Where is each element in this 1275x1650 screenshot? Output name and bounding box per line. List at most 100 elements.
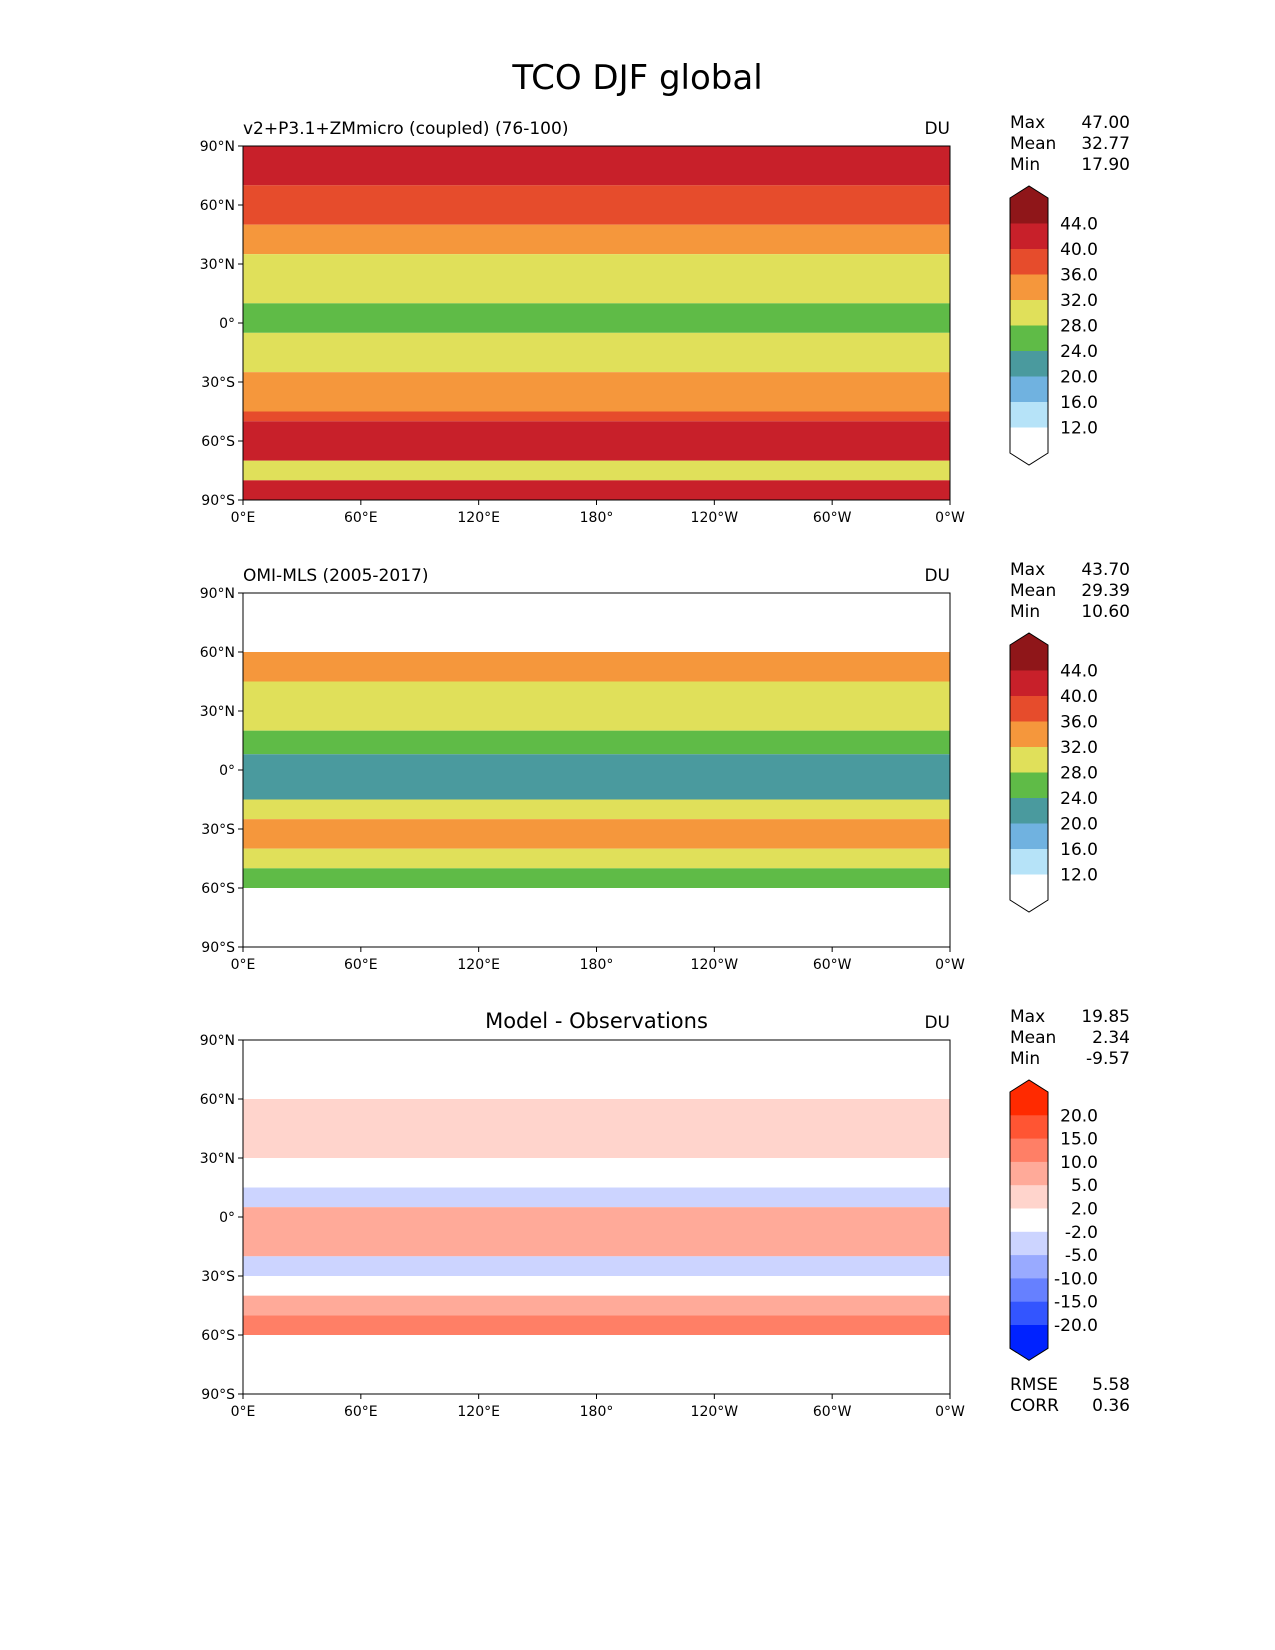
colorbar-label: 40.0	[1060, 240, 1098, 260]
x-tick-label: 0°E	[231, 510, 256, 526]
colorbar-segment	[1010, 696, 1048, 722]
colorbar-segment	[1010, 1161, 1048, 1186]
units-label: DU	[924, 119, 950, 139]
colorbar-extend-bottom	[1010, 900, 1048, 912]
colorbar-extend-bottom	[1010, 1348, 1048, 1361]
stat-value: 0.36	[1092, 1396, 1130, 1416]
colorbar-extend-bottom	[1010, 453, 1048, 465]
stat-label: Mean	[1010, 134, 1056, 154]
colorbar-segment	[1010, 1115, 1048, 1140]
x-tick-label: 60°W	[813, 957, 852, 973]
colorbar-segment	[1010, 874, 1048, 901]
stat-label: Mean	[1010, 581, 1056, 601]
y-tick-label: 60°S	[201, 434, 235, 450]
stat-value: 5.58	[1092, 1375, 1130, 1395]
y-tick-label: 60°S	[201, 1328, 235, 1344]
contour-band	[243, 1295, 950, 1316]
colorbar-extend-top	[1010, 1080, 1048, 1092]
stat-label: Min	[1010, 155, 1040, 175]
panel-title: Model - Observations	[485, 1009, 708, 1033]
y-tick-label: 30°N	[200, 257, 235, 273]
stat-label: RMSE	[1010, 1375, 1058, 1395]
stat-label: Max	[1010, 1007, 1045, 1027]
colorbar-segment	[1010, 325, 1048, 352]
y-tick-label: 30°N	[200, 1151, 235, 1167]
stat-label: Min	[1010, 1049, 1040, 1069]
y-tick-label: 90°S	[201, 1387, 235, 1403]
contour-band	[243, 480, 950, 500]
colorbar-label: 24.0	[1060, 789, 1098, 809]
colorbar-label: 24.0	[1060, 342, 1098, 362]
panel-title: OMI-MLS (2005-2017)	[243, 566, 428, 586]
colorbar-segment	[1010, 427, 1048, 454]
stat-label: Max	[1010, 113, 1045, 133]
colorbar-segment	[1010, 376, 1048, 403]
x-tick-label: 180°	[580, 957, 614, 973]
colorbar-label: -15.0	[1054, 1293, 1098, 1313]
colorbar: 44.0 40.0 36.0 32.0 28.0 24.0 20.0 16.0 12.0	[1009, 185, 1098, 466]
colorbar-label: -10.0	[1054, 1269, 1098, 1289]
colorbar-label: 12.0	[1060, 866, 1098, 886]
colorbar-segment	[1010, 351, 1048, 377]
colorbar-segment	[1010, 198, 1048, 224]
stat-label: Max	[1010, 560, 1045, 580]
colorbar-label: 36.0	[1060, 713, 1098, 733]
contour-band	[243, 681, 950, 731]
y-tick-label: 30°N	[200, 704, 235, 720]
contour-band	[243, 1158, 950, 1188]
contour-band	[243, 421, 950, 461]
x-tick-label: 120°E	[457, 1404, 500, 1420]
colorbar-label: 36.0	[1060, 266, 1098, 286]
colorbar-segment	[1010, 1185, 1048, 1209]
contour-band	[243, 332, 950, 373]
colorbar-label: 12.0	[1060, 419, 1098, 439]
x-tick-label: 120°W	[691, 957, 739, 973]
x-tick-label: 60°E	[344, 1404, 378, 1420]
colorbar-segment	[1010, 1208, 1048, 1233]
units-label: DU	[924, 566, 950, 586]
y-tick-label: 90°S	[201, 940, 235, 956]
colorbar-label: -20.0	[1054, 1316, 1098, 1336]
colorbar-label: 28.0	[1060, 317, 1098, 337]
y-tick-label: 60°N	[200, 645, 235, 661]
y-tick-label: 60°N	[200, 1092, 235, 1108]
contour-band	[243, 1207, 950, 1257]
x-tick-label: 180°	[580, 510, 614, 526]
colorbar-segment	[1010, 645, 1048, 671]
colorbar-extend-top	[1010, 633, 1048, 645]
y-tick-label: 90°N	[200, 139, 235, 155]
contour-band	[243, 1335, 950, 1394]
y-tick-label: 90°S	[201, 493, 235, 509]
contour-band	[243, 730, 950, 755]
y-tick-label: 30°S	[201, 375, 235, 391]
x-tick-label: 0°W	[935, 957, 965, 973]
colorbar-outline	[1009, 185, 1049, 466]
colorbar-label: 16.0	[1060, 393, 1098, 413]
x-tick-label: 0°E	[231, 1404, 256, 1420]
contour-band	[243, 1040, 950, 1099]
colorbar-segment	[1010, 1301, 1048, 1326]
x-tick-label: 120°W	[691, 510, 739, 526]
x-tick-label: 60°E	[344, 510, 378, 526]
colorbar-segment	[1010, 772, 1048, 799]
y-tick-label: 0°	[219, 1210, 235, 1226]
stat-value: 43.70	[1081, 560, 1130, 580]
stat-label: Min	[1010, 602, 1040, 622]
contour-band	[243, 185, 950, 225]
colorbar-segment	[1010, 1092, 1048, 1116]
contour-band	[243, 372, 950, 412]
contour-band	[243, 1315, 950, 1335]
map-panel-1: 90°N 60°N 30°N 0° 30°S 60°S 90°S0°E 60°E 120°E 18…	[200, 113, 1130, 526]
x-tick-label: 60°W	[813, 1404, 852, 1420]
colorbar-label: 44.0	[1060, 662, 1098, 682]
colorbar-segment	[1010, 670, 1048, 697]
colorbar-segment	[1010, 849, 1048, 875]
contour-band	[243, 1099, 950, 1158]
x-tick-label: 60°W	[813, 510, 852, 526]
colorbar-label: 20.0	[1060, 1106, 1098, 1126]
contour-band	[243, 799, 950, 820]
stat-value: 2.34	[1092, 1028, 1130, 1048]
x-tick-label: 120°E	[457, 957, 500, 973]
x-tick-label: 120°W	[691, 1404, 739, 1420]
